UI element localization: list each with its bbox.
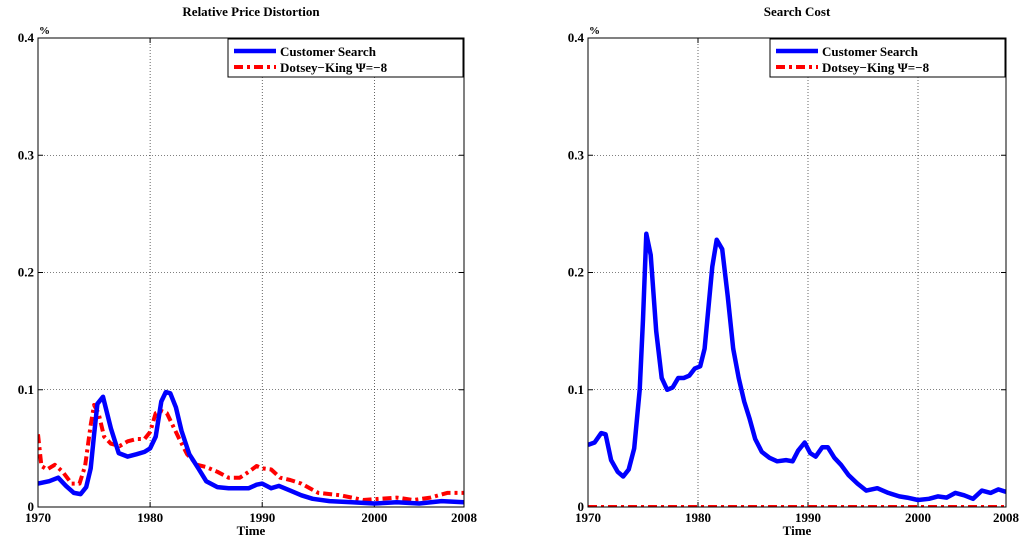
chart-title: Relative Price Distortion bbox=[182, 4, 320, 19]
y-tick-label: 0 bbox=[28, 499, 35, 514]
x-tick-label: 1970 bbox=[575, 510, 601, 525]
legend-box bbox=[227, 38, 464, 78]
y-tick-label: 0.2 bbox=[18, 265, 34, 280]
legend-box bbox=[769, 38, 1006, 78]
series-line-customer-search bbox=[588, 231, 1006, 503]
y-tick-label: 0.3 bbox=[568, 147, 585, 162]
y-tick-label: 0.1 bbox=[568, 382, 584, 397]
x-tick-label: 2008 bbox=[451, 510, 478, 525]
y-tick-label: 0.4 bbox=[18, 30, 35, 45]
plot-frame bbox=[587, 37, 1007, 508]
x-tick-label: 2000 bbox=[361, 510, 387, 525]
x-tick-label: 2008 bbox=[993, 510, 1020, 525]
y-tick-label: 0.1 bbox=[18, 382, 34, 397]
y-tick-label: 0.3 bbox=[18, 147, 35, 162]
search-cost-panel: Search Cost% Time 1970 1980 1990 2000 2008 0 0.1… bbox=[568, 4, 1020, 538]
x-tick-label: 1980 bbox=[685, 510, 711, 525]
x-axis-label: Time bbox=[783, 523, 812, 538]
y-axis-unit-label: % bbox=[589, 25, 600, 37]
x-tick-label: 2000 bbox=[905, 510, 931, 525]
plot-frame bbox=[37, 37, 465, 508]
legend-label: Customer Search bbox=[822, 44, 919, 59]
x-tick-label: 1970 bbox=[25, 510, 51, 525]
y-axis-unit-label: % bbox=[39, 25, 50, 37]
y-tick-label: 0.2 bbox=[568, 265, 584, 280]
chart-title: Search Cost bbox=[764, 4, 831, 19]
x-axis-label: Time bbox=[237, 523, 266, 538]
relative-price-distortion-panel: Relative Price Distortion% Time 1970 1980 19… bbox=[18, 4, 478, 538]
series-line-dotsey-king bbox=[38, 403, 464, 502]
series-line-customer-search bbox=[38, 389, 464, 506]
legend-label: Dotsey−King Ψ=−8 bbox=[822, 60, 930, 75]
x-tick-label: 1980 bbox=[137, 510, 163, 525]
x-tick-label: 1990 bbox=[249, 510, 275, 525]
y-tick-label: 0 bbox=[578, 499, 585, 514]
x-tick-label: 1990 bbox=[795, 510, 821, 525]
y-tick-label: 0.4 bbox=[568, 30, 585, 45]
legend-label: Dotsey−King Ψ=−8 bbox=[280, 60, 388, 75]
legend-label: Customer Search bbox=[280, 44, 377, 59]
